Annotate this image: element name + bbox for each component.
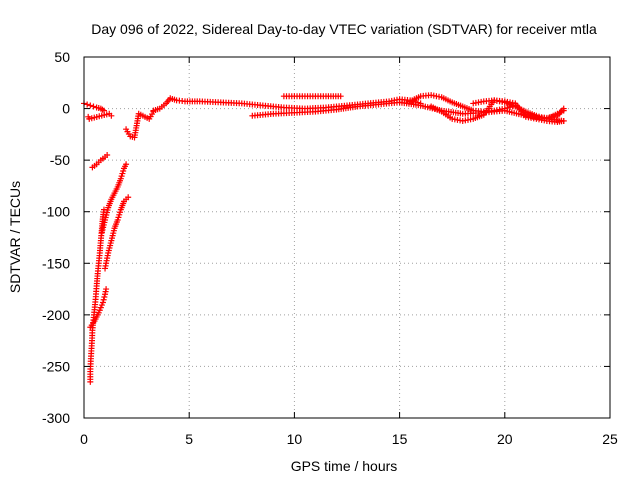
gridlines: [84, 57, 610, 418]
series-rise-c: [98, 161, 130, 236]
data-point: [108, 112, 115, 119]
x-axis-label: GPS time / hours: [291, 458, 398, 474]
data-point: [560, 107, 567, 114]
data-point: [104, 151, 111, 158]
series-early-dip: [85, 110, 115, 122]
data-point: [125, 194, 132, 201]
y-tick-label: -250: [42, 358, 70, 374]
series-arc-low: [249, 99, 567, 124]
data-point: [100, 296, 107, 303]
series-scattered: [123, 108, 157, 141]
data-point: [84, 101, 91, 108]
x-tick-label: 25: [602, 431, 618, 447]
data-point: [90, 103, 97, 110]
y-tick-label: -300: [42, 410, 70, 426]
series-deep-spike: [87, 206, 107, 385]
y-tick-label: -100: [42, 204, 70, 220]
y-tick-label: -50: [50, 152, 70, 168]
series-arc-right-c: [470, 97, 567, 122]
series-arc-main: [150, 95, 424, 114]
x-tick-label: 5: [185, 431, 193, 447]
series-rise-b: [102, 194, 132, 272]
y-tick-labels: -300 -250 -200 -150 -100 -50 0 50: [42, 49, 70, 426]
y-tick-label: 50: [54, 49, 70, 65]
y-axis-label: SDTVAR / TECUs: [7, 181, 23, 293]
data-point: [123, 161, 130, 168]
series-rise-d: [89, 151, 111, 171]
y-tick-label: -150: [42, 255, 70, 271]
x-tick-label: 10: [287, 431, 303, 447]
data-point: [103, 286, 110, 293]
x-tick-label: 15: [392, 431, 408, 447]
plot-frame: [83, 56, 611, 419]
data-point: [87, 102, 94, 109]
y-tick-label: 0: [62, 101, 70, 117]
data-point: [99, 299, 106, 306]
x-tick-labels: 0 5 10 15 20 25: [80, 431, 618, 447]
y-tick-label: -200: [42, 307, 70, 323]
axis-ticks: [83, 56, 611, 419]
data-point: [560, 117, 567, 124]
data-point: [535, 113, 542, 120]
series-rise-a: [87, 286, 110, 331]
data-points: [81, 92, 567, 385]
data-point: [101, 293, 108, 300]
series-early-flat: [81, 100, 107, 114]
data-point: [337, 93, 344, 100]
x-tick-label: 0: [80, 431, 88, 447]
chart-title: Day 096 of 2022, Sidereal Day-to-day VTE…: [91, 21, 597, 37]
series-arc-high: [280, 93, 344, 100]
data-point: [538, 114, 545, 121]
data-point: [533, 112, 540, 119]
x-tick-label: 20: [497, 431, 513, 447]
data-point: [501, 105, 508, 112]
